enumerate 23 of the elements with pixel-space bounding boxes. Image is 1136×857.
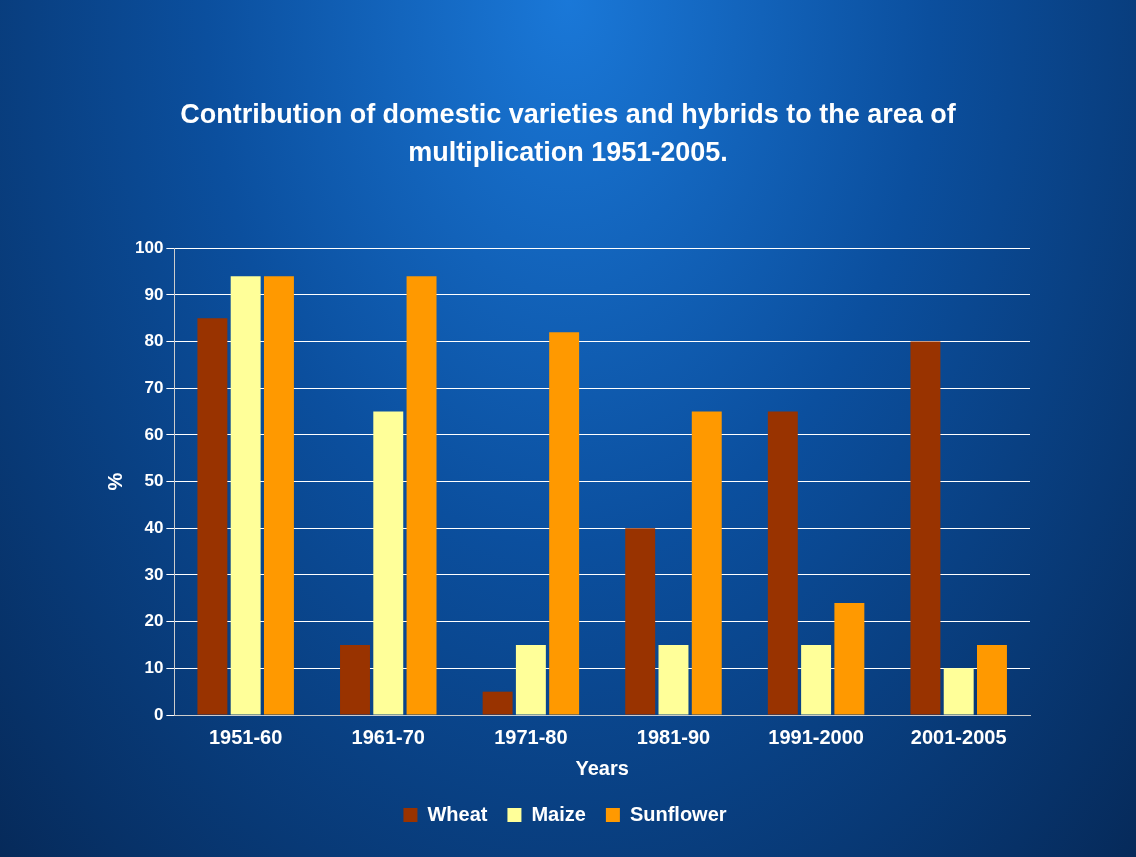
y-tick-label: 100: [134, 237, 164, 257]
y-tick-label: 60: [144, 424, 164, 444]
x-tick-label: 1951-60: [208, 725, 283, 748]
y-tick-label: 40: [144, 517, 164, 537]
x-axis-title: Years: [575, 756, 629, 779]
chart-title: Contribution of domestic varieties and hybrids to the area of multiplication 1951-2005.: [179, 98, 957, 169]
x-tick-label: 2001-2005: [910, 725, 1007, 748]
y-tick-label: 20: [144, 611, 164, 631]
legend-label: Sunflower: [629, 802, 727, 825]
y-tick-label: 90: [144, 284, 164, 304]
legend-label: Maize: [531, 802, 586, 825]
y-tick-label: 50: [144, 471, 164, 491]
x-tick-label: 1961-70: [351, 725, 425, 748]
x-tick-label: 1991-2000: [768, 725, 864, 748]
legend-label: Wheat: [427, 802, 488, 825]
y-tick-label: 70: [144, 377, 164, 397]
y-tick-label: 10: [144, 658, 164, 678]
x-tick-label: 1971-80: [494, 725, 568, 748]
y-tick-label: 30: [144, 564, 164, 584]
y-tick-label: 0: [153, 704, 164, 724]
x-tick-label: 1981-90: [636, 725, 711, 748]
y-tick-label: 80: [144, 331, 164, 351]
y-axis-title: %: [103, 472, 126, 491]
